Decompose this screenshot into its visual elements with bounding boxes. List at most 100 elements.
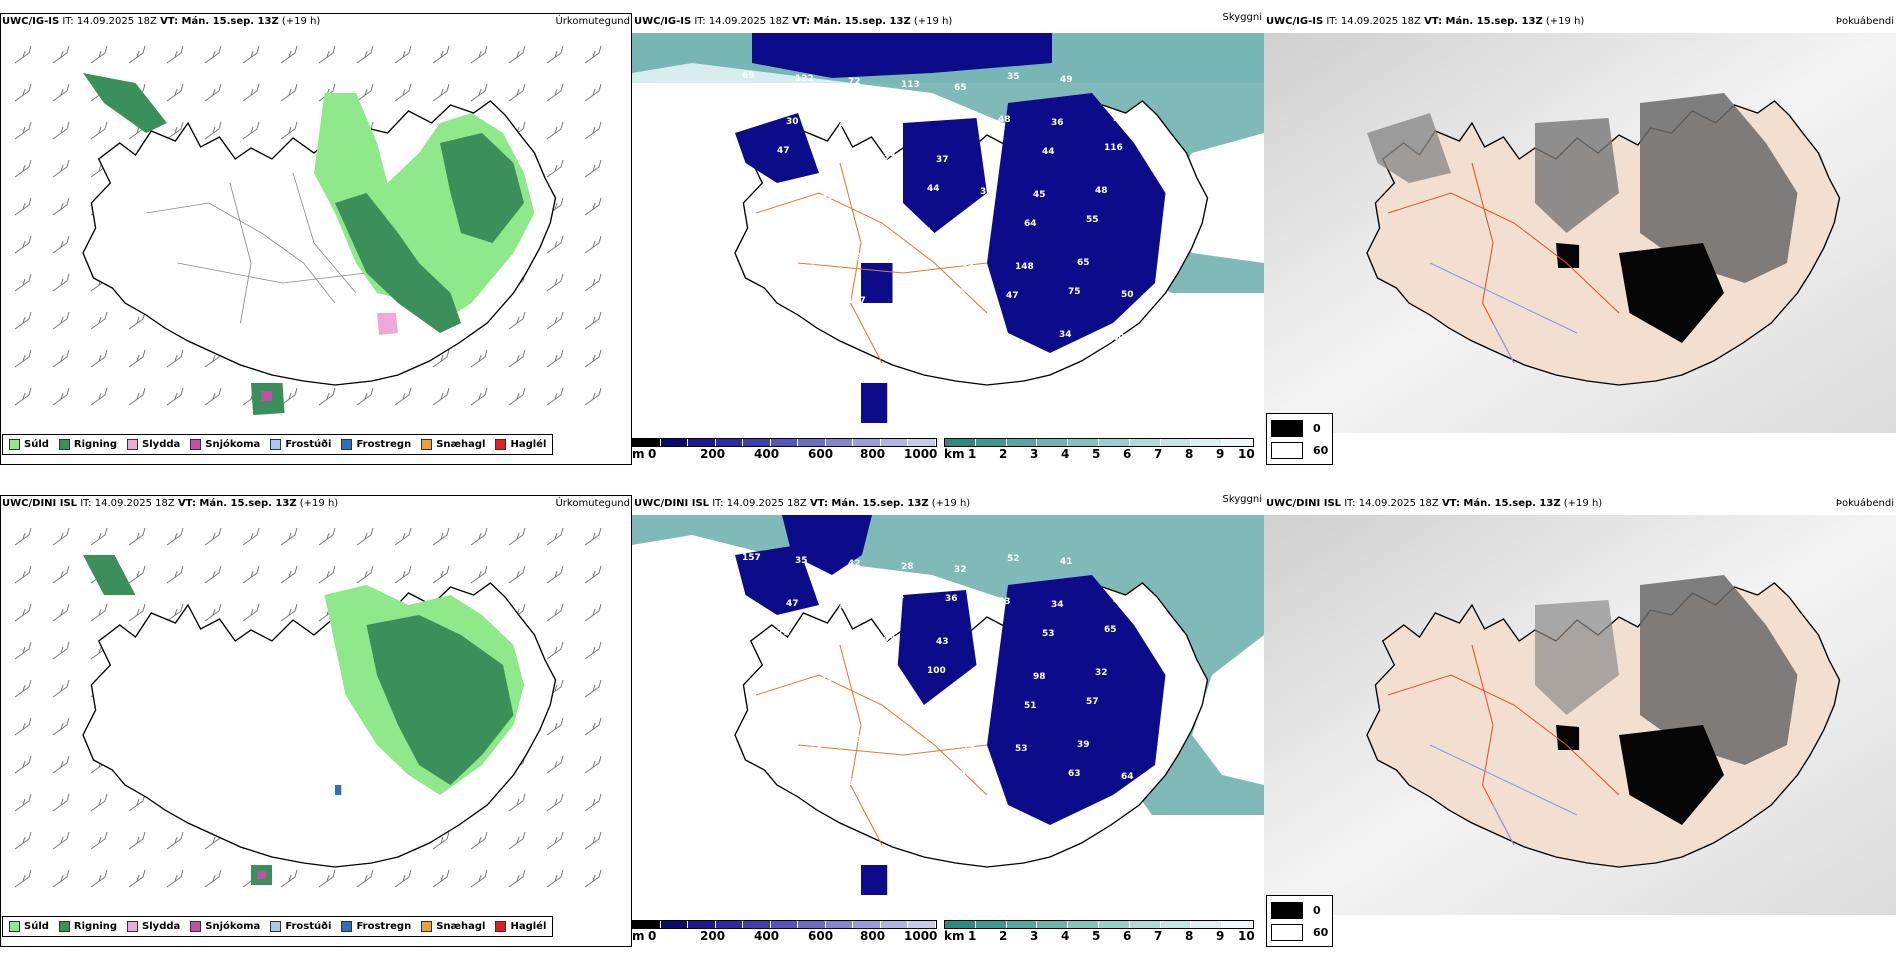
colorbar-segment [660, 439, 689, 446]
wind-barb [52, 717, 70, 736]
wind-barb [394, 869, 412, 888]
fog-title: Þokuábendi [1835, 16, 1894, 27]
cloud-map: 157 35 42 28 32 52 41 41 47 45 62 36 33 34 65 71 29 49 43 6… [632, 515, 1264, 960]
visibility-colorbar: km 1 2 3 4 5 6 7 8 9 10 [944, 438, 1255, 461]
colorbar-segment [1129, 439, 1161, 446]
colorbar-segment [715, 439, 744, 446]
cloud-base-label: 37 [936, 155, 949, 165]
wind-barb [280, 603, 298, 622]
wind-barb [204, 565, 222, 584]
cloud-base-label: 35 [953, 288, 966, 298]
wind-barb [14, 869, 32, 888]
cloud-base-label: 69 [742, 71, 755, 81]
wind-barb [584, 159, 602, 178]
colorbar-segment [1037, 921, 1069, 928]
precip-legend: Súld Rigning Slydda Snjókoma Frostúði Fr… [2, 434, 554, 455]
wind-barb [546, 45, 564, 64]
wind-barb [204, 45, 222, 64]
cloud-base-label: 46 [839, 120, 852, 130]
cloud-base-label: 29 [768, 671, 781, 681]
wind-barb [52, 121, 70, 140]
wind-barb [14, 159, 32, 178]
wind-barb [280, 869, 298, 888]
cloud-base-label: 64 [1121, 772, 1134, 782]
colorbar-segment [1129, 921, 1161, 928]
cloud-base-label: 49 [953, 770, 966, 780]
wind-barb [432, 527, 450, 546]
colorbar-segment [770, 439, 799, 446]
cloud-base-label: 32 [1095, 668, 1108, 678]
cloud-base-label: 28 [901, 562, 914, 572]
cloud-base-label: 48 [1095, 186, 1108, 196]
cloud-base-label: 35 [945, 112, 958, 122]
wind-barb [470, 831, 488, 850]
cloud-base-label: 35 [980, 669, 993, 679]
cloud-base-label: 53 [1015, 744, 1028, 754]
cloud-base-label: 34 [1059, 330, 1072, 340]
colorbar-segment [880, 921, 909, 928]
wind-barb [204, 527, 222, 546]
cloud-base-label: 35 [795, 556, 808, 566]
colorbar-segment [1098, 921, 1130, 928]
wind-barb [356, 387, 374, 406]
wind-barb [546, 755, 564, 774]
wind-barb [508, 565, 526, 584]
colorbar-segment [1068, 439, 1099, 446]
wind-barb [14, 349, 32, 368]
cloud-base-label: 29 [830, 631, 843, 641]
colorbar-segment [908, 921, 937, 928]
model-name: UWC/DINI ISL [634, 498, 710, 509]
wind-barb [508, 527, 526, 546]
cloud-base-label: 44 [1042, 147, 1055, 157]
wind-barb [584, 197, 602, 216]
wind-barb [52, 197, 70, 216]
wind-barb [318, 565, 336, 584]
wind-barb [14, 755, 32, 774]
panel-header: UWC/IG-IS IT: 14.09.2025 18Z VT: Mán. 15… [1266, 16, 1585, 27]
fog-title: Þokuábendi [1835, 498, 1894, 509]
cloud-base-label: 51 [900, 781, 913, 791]
wind-barb [52, 311, 70, 330]
it-value: 14.09.2025 18Z [76, 16, 157, 27]
cloud-base-label: 33 [909, 256, 922, 266]
wind-barb [14, 121, 32, 140]
precip-legend: Súld Rigning Slydda Snjókoma Frostúði Fr… [2, 916, 554, 937]
wind-barb [52, 235, 70, 254]
colorbar-segment [880, 439, 909, 446]
wind-barb [204, 603, 222, 622]
wind-barb [508, 83, 526, 102]
wind-barb [584, 641, 602, 660]
cloud-base-colorbar: m 0 200 400 600 800 1000 [632, 438, 937, 461]
wind-barb [546, 793, 564, 812]
cloud-base-label: 43 [936, 637, 949, 647]
cloud-base-label: 53 [1042, 629, 1055, 639]
wind-barb [546, 641, 564, 660]
legend-item: Frostregn [341, 439, 411, 450]
iceland-outline [734, 545, 1209, 895]
cloud-base-label: 296 [909, 738, 928, 748]
wind-barb [128, 565, 146, 584]
wind-barb [14, 793, 32, 812]
wind-barb [508, 387, 526, 406]
colorbar-segment [1191, 921, 1223, 928]
colorbar-segment [908, 439, 937, 446]
model-name: UWC/IG-IS [2, 16, 60, 27]
wind-barb [14, 831, 32, 850]
colorbar-segment [1160, 439, 1192, 446]
wind-barb [52, 641, 70, 660]
wind-barb [204, 121, 222, 140]
wind-barb [584, 311, 602, 330]
wind-barb [52, 565, 70, 584]
cloud-base-label: 36 [980, 187, 993, 197]
wind-barb [280, 565, 298, 584]
wind-barb [394, 387, 412, 406]
cloud-base-label: 49 [883, 634, 896, 644]
legend-item: Snjókoma [190, 439, 260, 450]
wind-barb [584, 387, 602, 406]
legend-swatch [9, 439, 20, 450]
wind-barb [508, 831, 526, 850]
wind-barb [128, 311, 146, 330]
wind-barb [546, 387, 564, 406]
wind-barb [166, 121, 184, 140]
wind-barb [242, 121, 260, 140]
